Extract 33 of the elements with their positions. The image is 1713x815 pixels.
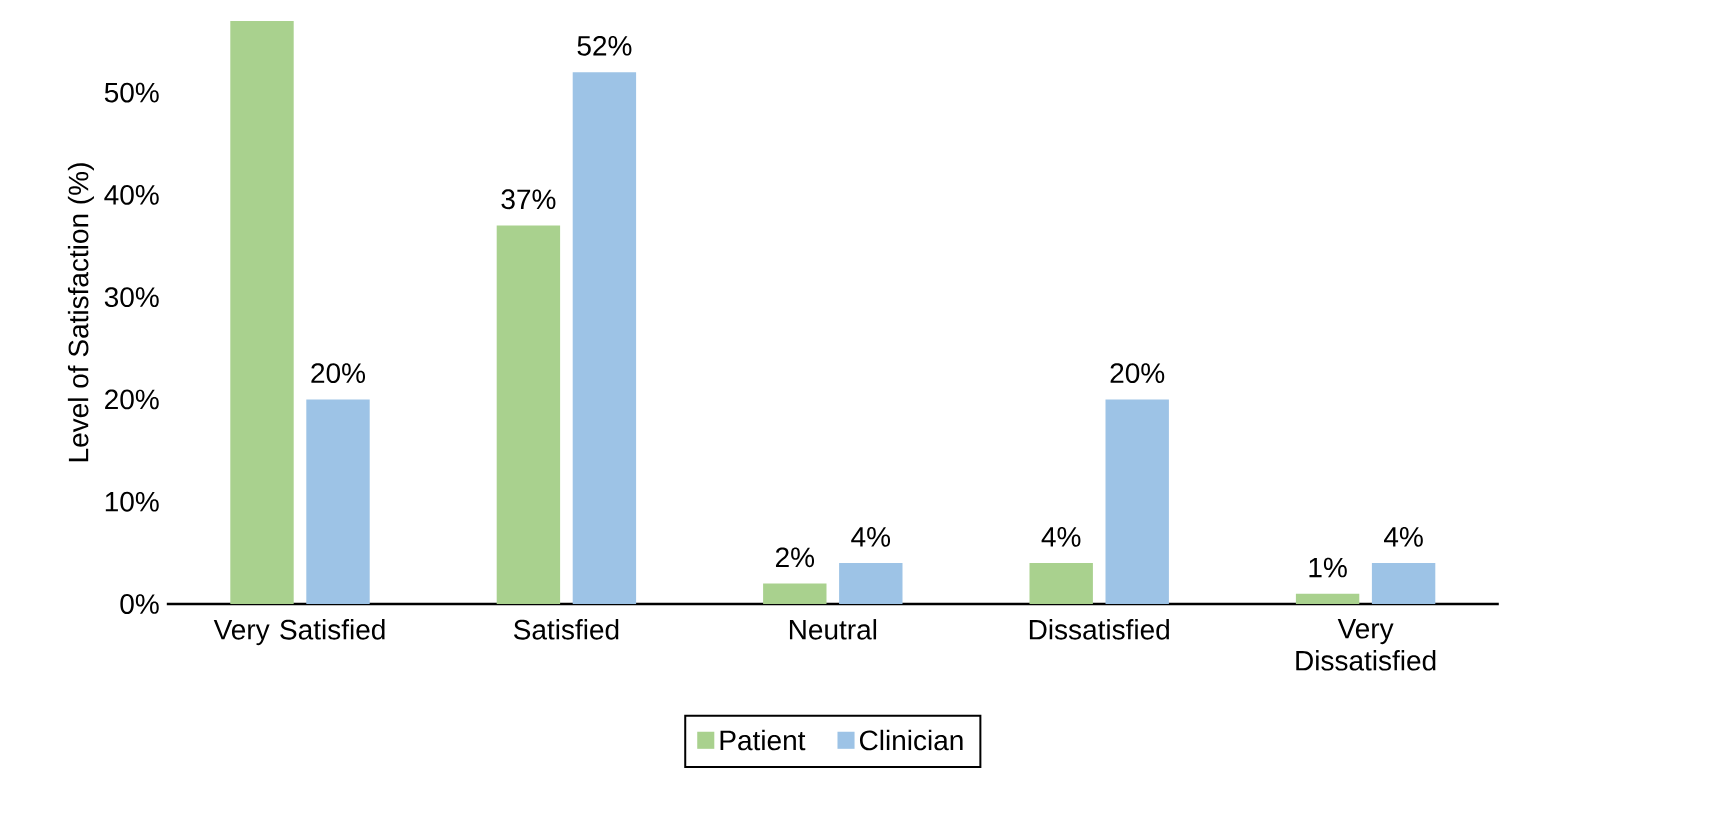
bar — [306, 399, 370, 604]
bar — [763, 583, 827, 604]
bar — [230, 21, 294, 604]
x-tick-label: Satisfied — [513, 619, 619, 640]
data-label: 52% — [577, 35, 632, 56]
y-axis-title: Level of Satisfaction (%) — [67, 163, 94, 462]
bar — [572, 72, 637, 604]
y-tick-label: 10% — [105, 491, 159, 512]
data-label: 4% — [851, 527, 891, 547]
legend-label: Clinician — [859, 729, 963, 751]
data-label: 20% — [1110, 363, 1165, 384]
x-tick-label: Dissatisfied — [1029, 619, 1169, 640]
data-label: 2% — [775, 547, 815, 568]
data-label: 20% — [311, 363, 366, 384]
x-tick-label: Very Satisfied — [213, 619, 385, 646]
data-label: 4% — [1041, 527, 1081, 547]
bar — [1295, 593, 1360, 604]
y-tick-label: 40% — [104, 184, 159, 205]
bar — [1029, 563, 1093, 604]
legend-label: Patient — [720, 729, 806, 751]
bar — [1371, 563, 1436, 604]
y-tick-label: 20% — [105, 389, 159, 410]
data-label: 4% — [1383, 527, 1423, 547]
x-tick-label: Very Dissatisfied — [1296, 619, 1436, 671]
x-tick-label: Neutral — [789, 619, 877, 640]
y-tick-label: 0% — [120, 594, 159, 614]
data-label: 37% — [501, 189, 556, 210]
bar — [1105, 399, 1169, 604]
data-label: 1% — [1309, 557, 1347, 578]
y-tick-label: 50% — [104, 82, 159, 103]
y-tick-label: 30% — [104, 287, 159, 308]
bar — [839, 563, 903, 604]
bar — [496, 225, 561, 604]
